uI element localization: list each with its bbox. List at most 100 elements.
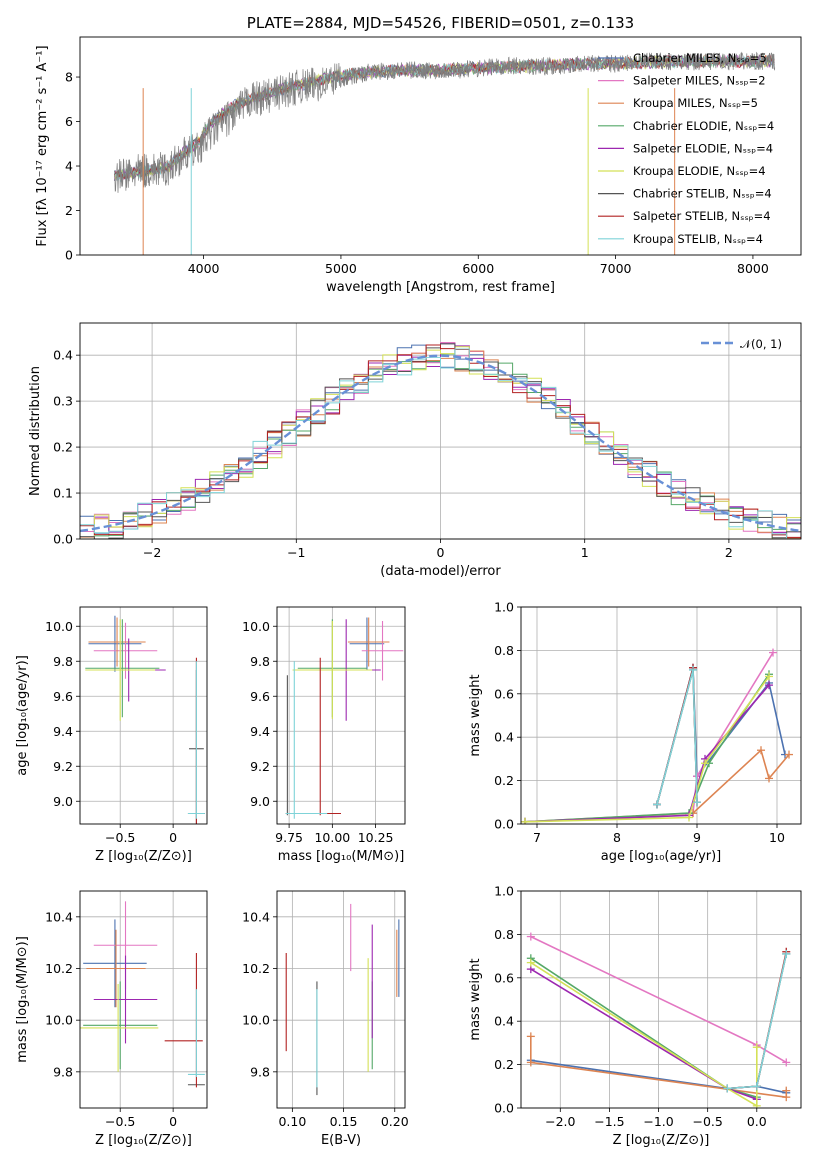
axes-frame	[79, 606, 208, 825]
y-tick-label: 0.0	[53, 532, 73, 547]
y-tick-label: 8	[65, 70, 73, 85]
weight-point-marker	[785, 750, 793, 759]
panel-massweight-vs-Z: −2.0 −1.5 −1.0 −0.5 0.0 0.0 0.2 0.4 0.6 0.8 1.0 Z […	[468, 884, 802, 1148]
errorbar-salpeter_miles	[361, 621, 404, 681]
x-tick-label: −0.5	[105, 1114, 135, 1129]
weight-point-marker	[701, 759, 709, 768]
legend-entry: Kroupa ELODIE, Nₛₛₚ=4	[633, 164, 766, 178]
errorbar-chabrier_elodie	[83, 981, 158, 1070]
errorbar-chabrier_miles	[83, 919, 147, 1008]
grid	[277, 891, 405, 1108]
legend-entry: Salpeter MILES, Nₛₛₚ=2	[633, 74, 766, 88]
x-tick-label: 4000	[188, 261, 220, 276]
y-tick-label: 0.0	[494, 1101, 514, 1116]
panel-age-vs-Z: −0.5 0 9.0 9.2 9.4 9.6 9.8 10.0 Z [log₁₀(Z/Z⊙)] a…	[15, 606, 208, 864]
errorbar-kroupa_miles	[347, 617, 390, 667]
grid	[80, 607, 207, 824]
weight-point-marker	[752, 1082, 761, 1091]
y-tick-label: 0.0	[494, 817, 514, 832]
weight-point-marker	[765, 672, 773, 681]
axes-frame	[79, 322, 802, 540]
x-axis-label: mass [log₁₀(M/M⊙)]	[278, 849, 405, 864]
y-tick-label: 0.3	[53, 394, 73, 409]
axes-frame	[276, 890, 406, 1109]
legend-entry: Chabrier ELODIE, Nₛₛₚ=4	[633, 119, 774, 133]
errorbar-kroupa_miles	[86, 929, 146, 1008]
y-tick-label: 10.4	[242, 909, 270, 924]
y-tick-label: 10.0	[242, 1013, 270, 1028]
x-axis-label: Z [log₁₀(Z/Z⊙)]	[613, 1133, 710, 1148]
weight-point-marker	[723, 1084, 732, 1093]
weight-point-marker	[765, 681, 773, 690]
x-tick-label: 0.15	[330, 1114, 358, 1129]
weight-line-kroupa_elodie	[524, 675, 770, 823]
data-spectrum-line	[113, 51, 776, 193]
weight-line-salpeter_miles	[692, 652, 774, 814]
x-axis-label: Z [log₁₀(Z/Z⊙)]	[95, 849, 192, 864]
chart-title: PLATE=2884, MJD=54526, FIBERID=0501, z=0…	[247, 14, 634, 32]
errorbar-kroupa_miles	[88, 617, 146, 667]
panel-age-vs-mass: 9.75 10.00 10.25 9.0 9.2 9.4 9.6 9.8 10.0 mass [l…	[242, 606, 406, 864]
errorbar-salpeter_elodie	[93, 955, 158, 1044]
grid	[277, 607, 405, 824]
y-axis-label: age [log₁₀(age/yr)]	[15, 655, 30, 776]
weight-point-marker	[693, 798, 701, 807]
y-tick-label: 6	[65, 114, 73, 129]
x-tick-label: 2	[725, 545, 733, 560]
weight-point-marker	[526, 932, 535, 941]
weight-point-marker	[769, 648, 777, 657]
legend-entry: 𝒩(0, 1)	[740, 337, 782, 351]
panel-spectrum: 4000 5000 6000 7000 8000 0 2 4 6 8 wavelength [Ang…	[35, 14, 802, 295]
y-tick-label: 0.4	[53, 348, 73, 363]
y-tick-label: 9.2	[53, 759, 73, 774]
legend-entry: Kroupa STELIB, Nₛₛₚ=4	[633, 232, 763, 246]
y-tick-label: 9.8	[250, 654, 270, 669]
histogram-kroupa_stelib	[80, 348, 801, 539]
x-tick-label: 7	[533, 830, 541, 845]
weight-point-marker	[689, 665, 697, 674]
panel-mass-vs-ebv: 0.10 0.15 0.20 9.8 10.0 10.2 10.4 E(B-V)	[242, 890, 409, 1148]
x-axis-label: (data-model)/error	[380, 564, 501, 579]
x-tick-label: −1.5	[594, 1114, 624, 1129]
y-tick-label: 0.2	[494, 1057, 514, 1072]
x-tick-label: −1	[287, 545, 305, 560]
x-tick-label: 0.0	[747, 1114, 767, 1129]
y-tick-label: 1.0	[494, 884, 514, 899]
x-tick-label: 1	[581, 545, 589, 560]
weight-point-marker	[782, 1086, 791, 1095]
weight-point-marker	[765, 774, 773, 783]
errorbar-chabrier_elodie	[85, 619, 160, 718]
plot-area	[80, 901, 205, 1088]
x-tick-label: 9.75	[275, 830, 303, 845]
x-axis-label: Z [log₁₀(Z/Z⊙)]	[95, 1133, 192, 1148]
y-tick-label: 10.4	[45, 909, 73, 924]
weight-line-kroupa_elodie	[530, 961, 758, 1108]
x-tick-label: 10.25	[358, 830, 394, 845]
y-tick-label: 0.8	[494, 643, 514, 658]
x-tick-label: 0	[437, 545, 445, 560]
y-tick-label: 10.0	[45, 619, 73, 634]
y-tick-label: 0.4	[494, 1014, 514, 1029]
y-tick-label: 0.2	[494, 773, 514, 788]
x-tick-label: 9	[693, 830, 701, 845]
errorbar-kroupa_elodie	[292, 621, 373, 719]
errorbar-salpeter_miles	[93, 622, 158, 679]
x-tick-label: 0	[169, 830, 177, 845]
x-tick-label: 8000	[737, 261, 769, 276]
legend-entry: Salpeter STELIB, Nₛₛₚ=4	[633, 209, 771, 223]
weight-point-marker	[752, 1101, 761, 1108]
y-tick-label: 2	[65, 203, 73, 218]
y-tick-label: 9.0	[53, 794, 73, 809]
weight-line-salpeter_elodie	[524, 684, 770, 823]
legend-entry: Kroupa MILES, Nₛₛₚ=5	[633, 96, 758, 110]
weight-point-marker	[526, 1058, 535, 1067]
y-tick-label: 0.1	[53, 486, 73, 501]
x-tick-label: 0	[169, 1114, 177, 1129]
x-tick-label: −0.5	[692, 1114, 722, 1129]
x-tick-label: 7000	[600, 261, 632, 276]
y-tick-label: 10.0	[242, 619, 270, 634]
axes-frame	[520, 606, 802, 825]
panel-massweight-vs-age: 7 8 9 10 0.0 0.2 0.4 0.6 0.8 1.0 age [log₁₀(age/yr…	[468, 600, 802, 864]
x-tick-label: 10.00	[314, 830, 350, 845]
y-tick-label: 1.0	[494, 600, 514, 615]
